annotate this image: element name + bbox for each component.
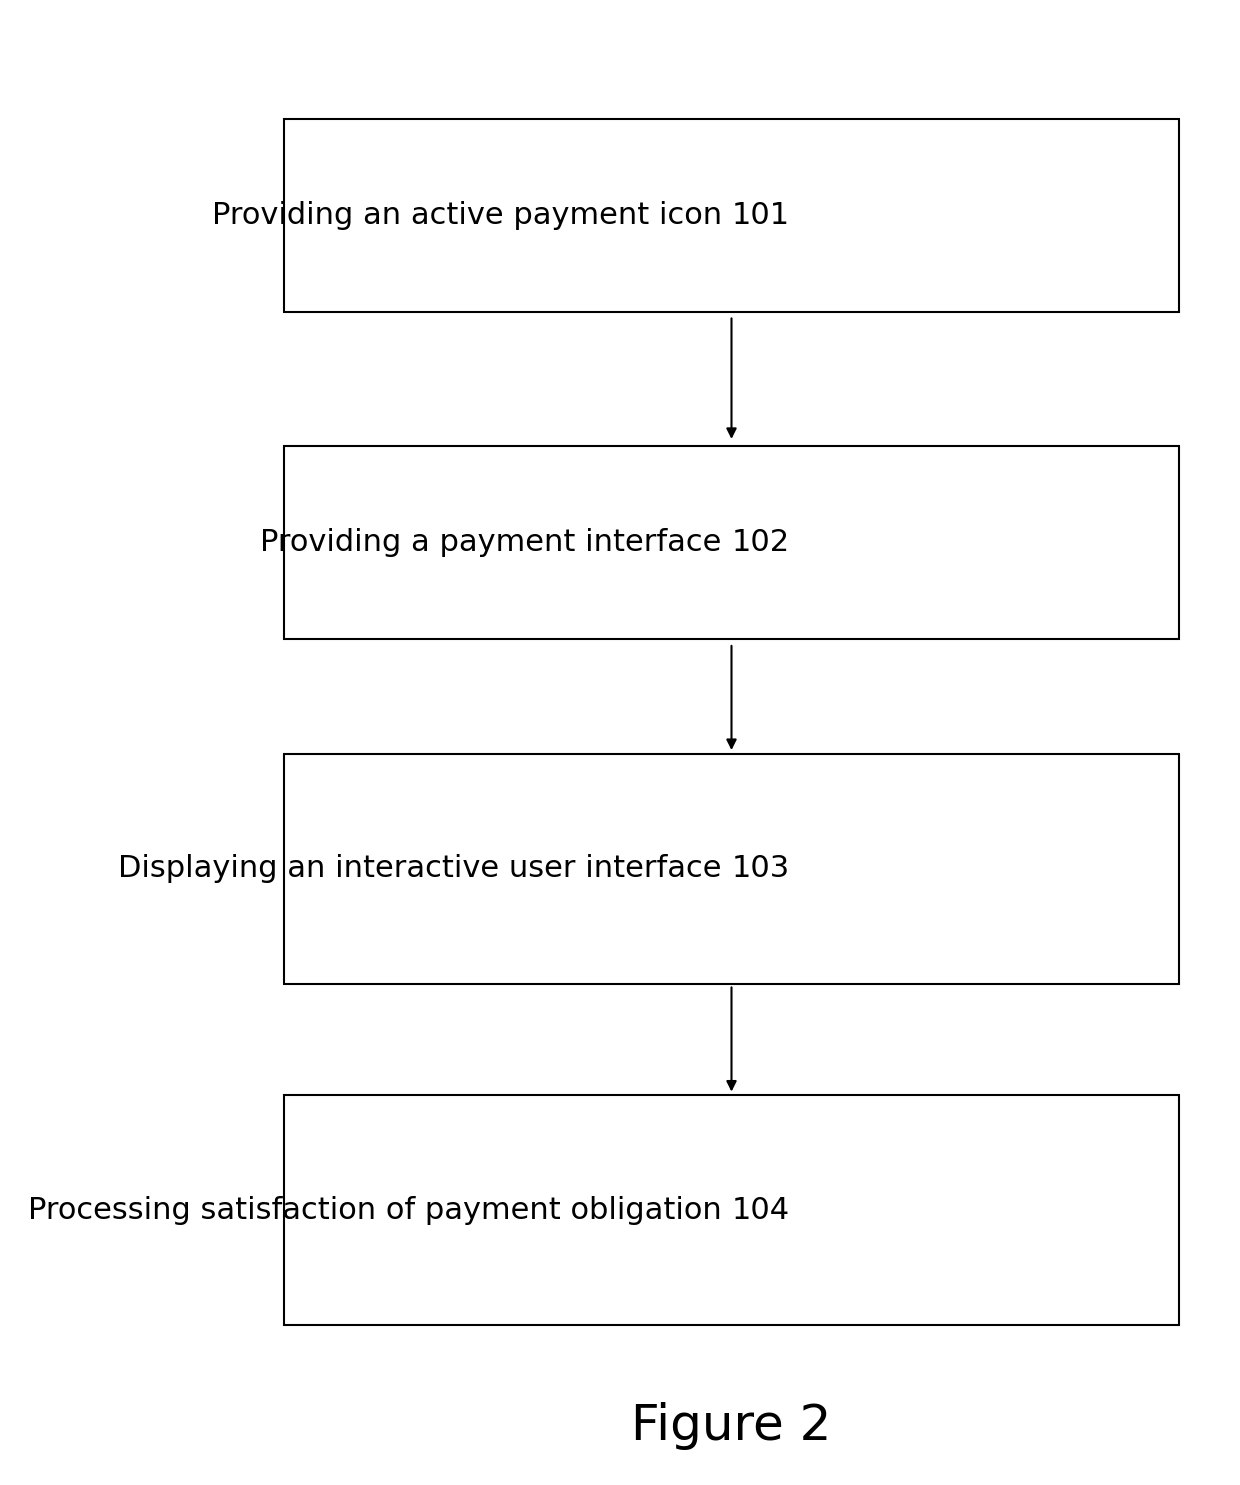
Text: Providing an active payment icon: Providing an active payment icon <box>212 200 732 230</box>
Text: Providing a payment interface: Providing a payment interface <box>260 527 732 557</box>
Text: Processing satisfaction of payment obligation: Processing satisfaction of payment oblig… <box>29 1195 732 1225</box>
FancyBboxPatch shape <box>284 446 1179 639</box>
Text: 101: 101 <box>732 200 790 230</box>
Text: 102: 102 <box>732 527 790 557</box>
FancyBboxPatch shape <box>284 119 1179 312</box>
Text: 103: 103 <box>732 854 790 884</box>
Text: Displaying an interactive user interface: Displaying an interactive user interface <box>118 854 732 884</box>
FancyBboxPatch shape <box>284 754 1179 985</box>
Text: 104: 104 <box>732 1195 790 1225</box>
FancyBboxPatch shape <box>284 1096 1179 1325</box>
Text: Figure 2: Figure 2 <box>631 1402 832 1449</box>
